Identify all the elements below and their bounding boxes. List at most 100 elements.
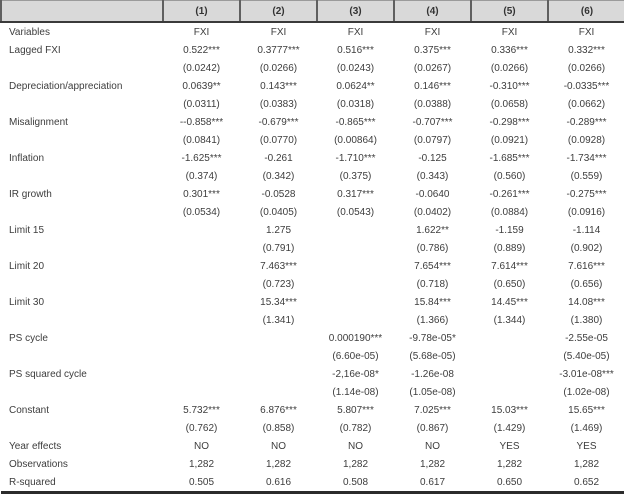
table-cell bbox=[317, 311, 394, 329]
table-cell: (0.559) bbox=[570, 170, 603, 182]
table-cell: 0.516*** bbox=[337, 44, 374, 56]
table-cell: 14.08*** bbox=[568, 296, 605, 308]
header-empty-cell bbox=[0, 0, 163, 23]
table-body: Variables FXI FXI FXI FXI FXI FXI Lagged FXI 0.5… bbox=[1, 22, 624, 493]
table-cell: 0.332*** bbox=[568, 44, 605, 56]
table-cell: 15.65*** bbox=[568, 404, 605, 416]
table-cell bbox=[163, 347, 240, 365]
table-cell: (0.0266) bbox=[567, 62, 606, 74]
table-cell: NO bbox=[425, 440, 440, 452]
table-row: Depreciation/appreciation 0.0639** 0.143**… bbox=[1, 77, 624, 95]
table-header-row: (1) (2) (3) (4) (5) (6) bbox=[0, 0, 624, 23]
table-cell: (0.0405) bbox=[259, 206, 298, 218]
table-cell bbox=[317, 293, 394, 311]
row-label: PS squared cycle bbox=[9, 368, 87, 380]
table-cell: FXI bbox=[501, 26, 518, 38]
table-cell: (0.0916) bbox=[567, 206, 606, 218]
row-label bbox=[1, 311, 163, 329]
table-row: Lagged FXI 0.522*** 0.3777*** 0.516*** 0.375… bbox=[1, 41, 624, 59]
row-label: PS cycle bbox=[9, 332, 48, 344]
row-label bbox=[1, 347, 163, 365]
row-label: Constant bbox=[9, 404, 50, 416]
table-cell: (0.0797) bbox=[413, 134, 452, 146]
table-cell: -9.78e-05* bbox=[409, 332, 456, 344]
table-cell: -0.0528 bbox=[261, 188, 296, 200]
header-col-5: (5) bbox=[470, 0, 548, 23]
table-cell: NO bbox=[348, 440, 363, 452]
table-cell: (0.718) bbox=[416, 278, 449, 290]
table-cell bbox=[471, 365, 548, 383]
table-cell: (1.429) bbox=[493, 422, 526, 434]
table-cell: -3.01e-08*** bbox=[559, 368, 614, 380]
table-cell: NO bbox=[271, 440, 286, 452]
table-cell bbox=[240, 329, 317, 347]
table-row: R-squared 0.505 0.616 0.508 0.617 0.650 0.652 bbox=[1, 473, 624, 493]
table-cell: -0.865*** bbox=[335, 116, 376, 128]
table-row: (6.60e-05) (5.68e-05) (5.40e-05) bbox=[1, 347, 624, 365]
table-cell: 7.463*** bbox=[260, 260, 297, 272]
table-cell: FXI bbox=[424, 26, 441, 38]
table-cell: 7.616*** bbox=[568, 260, 605, 272]
table-cell bbox=[163, 221, 240, 239]
table-cell: 0.301*** bbox=[183, 188, 220, 200]
row-label bbox=[1, 383, 163, 401]
table-row: (0.374) (0.342) (0.375) (0.343) (0.560) (0.55… bbox=[1, 167, 624, 185]
table-cell: 1.275 bbox=[265, 224, 292, 236]
table-cell: -0.261 bbox=[264, 152, 293, 164]
table-row: Constant 5.732*** 6.876*** 5.807*** 7.025***… bbox=[1, 401, 624, 419]
table-cell: (0.560) bbox=[493, 170, 526, 182]
table-cell: (0.0267) bbox=[413, 62, 452, 74]
row-label bbox=[1, 131, 163, 149]
table-cell: -0.261*** bbox=[489, 188, 530, 200]
table-cell: -0.275*** bbox=[566, 188, 607, 200]
table-cell: (0.0658) bbox=[490, 98, 529, 110]
table-cell: (0.889) bbox=[493, 242, 526, 254]
table-cell: -1.114 bbox=[572, 224, 601, 236]
table-cell: (0.00864) bbox=[334, 134, 377, 146]
table-row: PS squared cycle -2,16e-08* -1.26e-08 -3.01… bbox=[1, 365, 624, 383]
table-cell bbox=[163, 383, 240, 401]
table-row: (1.341) (1.366) (1.344) (1.380) bbox=[1, 311, 624, 329]
table-cell bbox=[163, 239, 240, 257]
table-cell: (0.342) bbox=[262, 170, 295, 182]
table-row: Limit 20 7.463*** 7.654*** 7.614*** 7.616*** bbox=[1, 257, 624, 275]
table-cell: 5.732*** bbox=[183, 404, 220, 416]
table-row: Inflation -1.625*** -0.261 -1.710*** -0.125 -… bbox=[1, 149, 624, 167]
table-cell: (0.762) bbox=[185, 422, 218, 434]
table-cell: (0.867) bbox=[416, 422, 449, 434]
table-cell: -0.289*** bbox=[566, 116, 607, 128]
table-row: (0.0534) (0.0405) (0.0543) (0.0402) (0.0884)… bbox=[1, 203, 624, 221]
table-row: (1.14e-08) (1.05e-08) (1.02e-08) bbox=[1, 383, 624, 401]
table-row: (0.723) (0.718) (0.650) (0.656) bbox=[1, 275, 624, 293]
row-label: Depreciation/appreciation bbox=[9, 80, 123, 92]
table-cell: 7.654*** bbox=[414, 260, 451, 272]
row-label: Variables bbox=[9, 26, 50, 38]
table-cell: 0.143*** bbox=[260, 80, 297, 92]
table-cell: (0.0928) bbox=[567, 134, 606, 146]
table-row: (0.762) (0.858) (0.782) (0.867) (1.429) (1.46… bbox=[1, 419, 624, 437]
table-cell: YES bbox=[576, 440, 597, 452]
table-cell: 0.317*** bbox=[337, 188, 374, 200]
table-row: Variables FXI FXI FXI FXI FXI FXI bbox=[1, 22, 624, 41]
row-label: Limit 15 bbox=[9, 224, 45, 236]
row-label: Limit 20 bbox=[9, 260, 45, 272]
table-cell: 0.3777*** bbox=[257, 44, 300, 56]
header-col-3: (3) bbox=[316, 0, 394, 23]
table-cell: (0.902) bbox=[570, 242, 603, 254]
table-cell: 0.0624** bbox=[336, 80, 375, 92]
table-cell: 0.652 bbox=[573, 476, 600, 488]
table-cell bbox=[317, 221, 394, 239]
table-row: Year effects NO NO NO NO YES YES bbox=[1, 437, 624, 455]
table-cell: 0.336*** bbox=[491, 44, 528, 56]
table-cell: (0.0318) bbox=[336, 98, 375, 110]
table-cell: 0.617 bbox=[419, 476, 446, 488]
row-label: Limit 30 bbox=[9, 296, 45, 308]
table-cell: (1.344) bbox=[493, 314, 526, 326]
table-row: Limit 15 1.275 1.622** -1.159 -1.114 bbox=[1, 221, 624, 239]
table-cell: (0.723) bbox=[262, 278, 295, 290]
table-cell: (0.650) bbox=[493, 278, 526, 290]
table-row: (0.0242) (0.0266) (0.0243) (0.0267) (0.0266)… bbox=[1, 59, 624, 77]
table-cell: -2,16e-08* bbox=[332, 368, 379, 380]
table-cell: 0.146*** bbox=[414, 80, 451, 92]
